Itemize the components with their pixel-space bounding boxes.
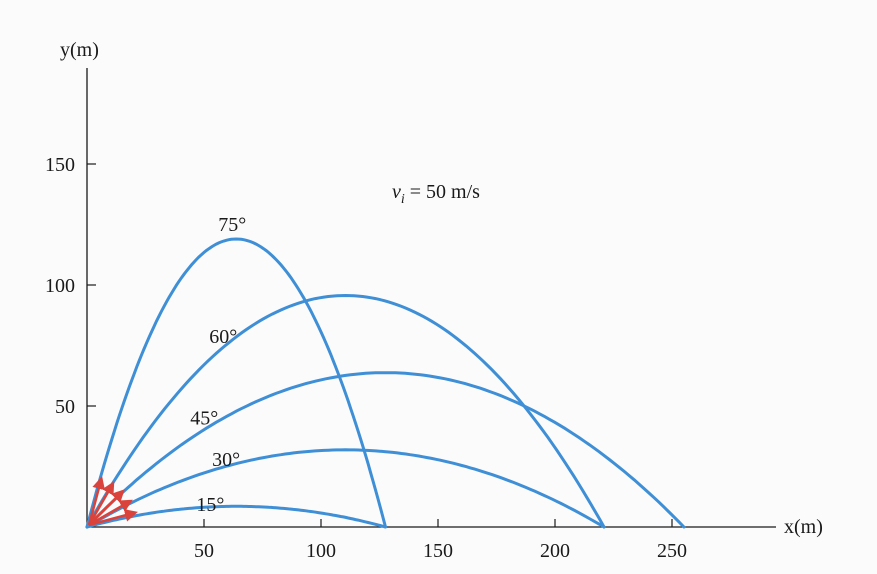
- trajectory-15deg: [85, 504, 387, 529]
- trajectory-60deg: [85, 293, 606, 529]
- angle-label-45deg: 45°: [190, 407, 218, 429]
- trajectory-75deg: [85, 237, 387, 529]
- initial-speed-annotation: vi = 50 m/s: [392, 181, 480, 207]
- velocity-arrow-60deg: [87, 481, 115, 526]
- trajectory-45deg: [85, 371, 686, 529]
- velocity-arrow-45deg: [88, 489, 125, 526]
- annotation-subscript: i: [401, 192, 405, 207]
- y-tick-label: 150: [45, 154, 75, 176]
- y-axis-label: y(m): [60, 39, 99, 61]
- x-tick-label: 200: [540, 540, 570, 562]
- angle-label-15deg: 15°: [196, 494, 224, 516]
- x-tick-label: 150: [423, 540, 453, 562]
- x-tick-label: 100: [306, 540, 336, 562]
- velocity-arrows: [87, 476, 138, 527]
- angle-label-30deg: 30°: [212, 449, 240, 471]
- annotation-symbol: v: [392, 181, 401, 203]
- velocity-arrow-30deg: [88, 499, 133, 527]
- y-tick-label: 50: [55, 396, 75, 418]
- axis-ticks: 50 100 150 200 250 50 100 150: [45, 154, 687, 562]
- angle-labels: 75° 60° 45° 30° 15°: [190, 214, 246, 516]
- y-tick-label: 100: [45, 275, 75, 297]
- x-tick-label: 50: [194, 540, 214, 562]
- x-tick-label: 250: [657, 540, 687, 562]
- angle-label-60deg: 60°: [209, 326, 237, 348]
- trajectory-30deg: [85, 448, 606, 529]
- trajectory-curves: [85, 237, 686, 529]
- annotation-rest: = 50 m/s: [405, 181, 480, 203]
- x-axis-label: x(m): [784, 516, 823, 538]
- angle-label-75deg: 75°: [218, 214, 246, 236]
- velocity-arrow-75deg: [87, 476, 105, 526]
- velocity-arrow-15deg: [88, 509, 138, 527]
